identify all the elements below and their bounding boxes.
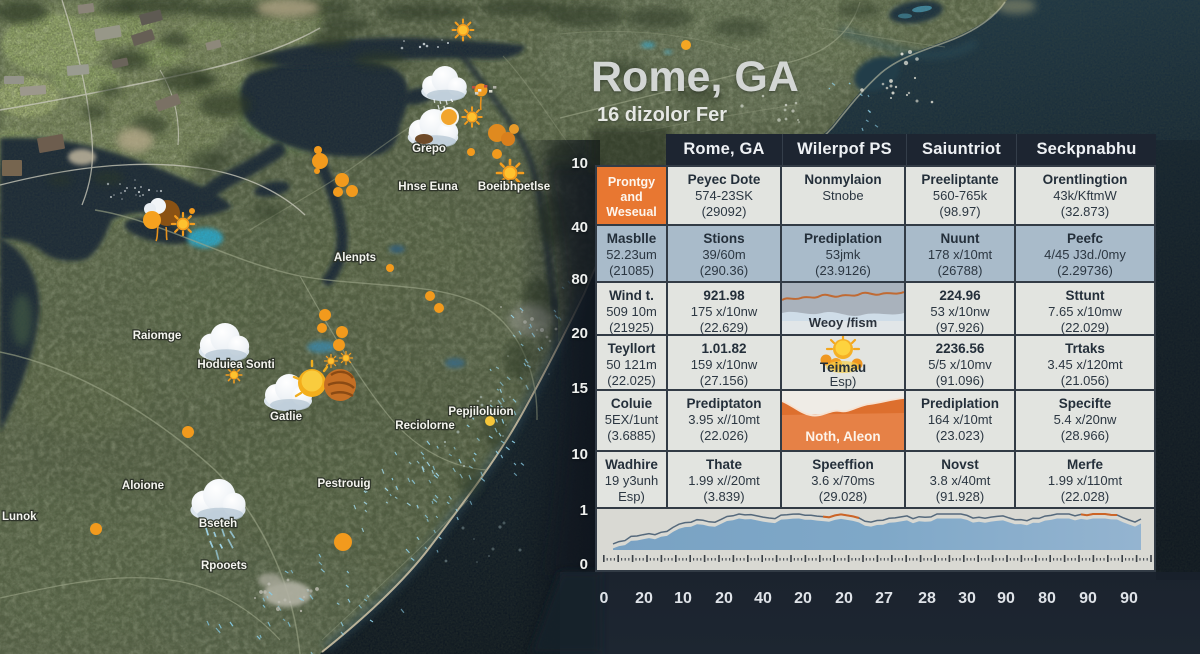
svg-text:Reciolorne: Reciolorne [395, 420, 454, 432]
svg-text:Boeibhpetlse: Boeibhpetlse [478, 181, 550, 193]
svg-text:Grepo: Grepo [412, 143, 446, 155]
svg-text:Noth, Aleon: Noth, Aleon [805, 429, 880, 444]
svg-text:Hnse Euna: Hnse Euna [398, 181, 458, 193]
svg-text:Weoy /fism: Weoy /fism [809, 315, 877, 330]
svg-text:Hoduiea Sonti: Hoduiea Sonti [197, 359, 274, 371]
svg-text:Pepjiloluion: Pepjiloluion [448, 406, 513, 418]
svg-text:Aloione: Aloione [122, 480, 164, 492]
svg-text:Raiomge: Raiomge [133, 330, 182, 342]
svg-text:Alenpts: Alenpts [334, 252, 376, 264]
svg-text:Gatlie: Gatlie [270, 411, 302, 423]
svg-text:Pestrouig: Pestrouig [317, 478, 370, 490]
svg-text:Rpooets: Rpooets [201, 560, 247, 572]
svg-text:Lunok: Lunok [2, 511, 37, 523]
svg-text:Bseteh: Bseteh [199, 518, 237, 530]
